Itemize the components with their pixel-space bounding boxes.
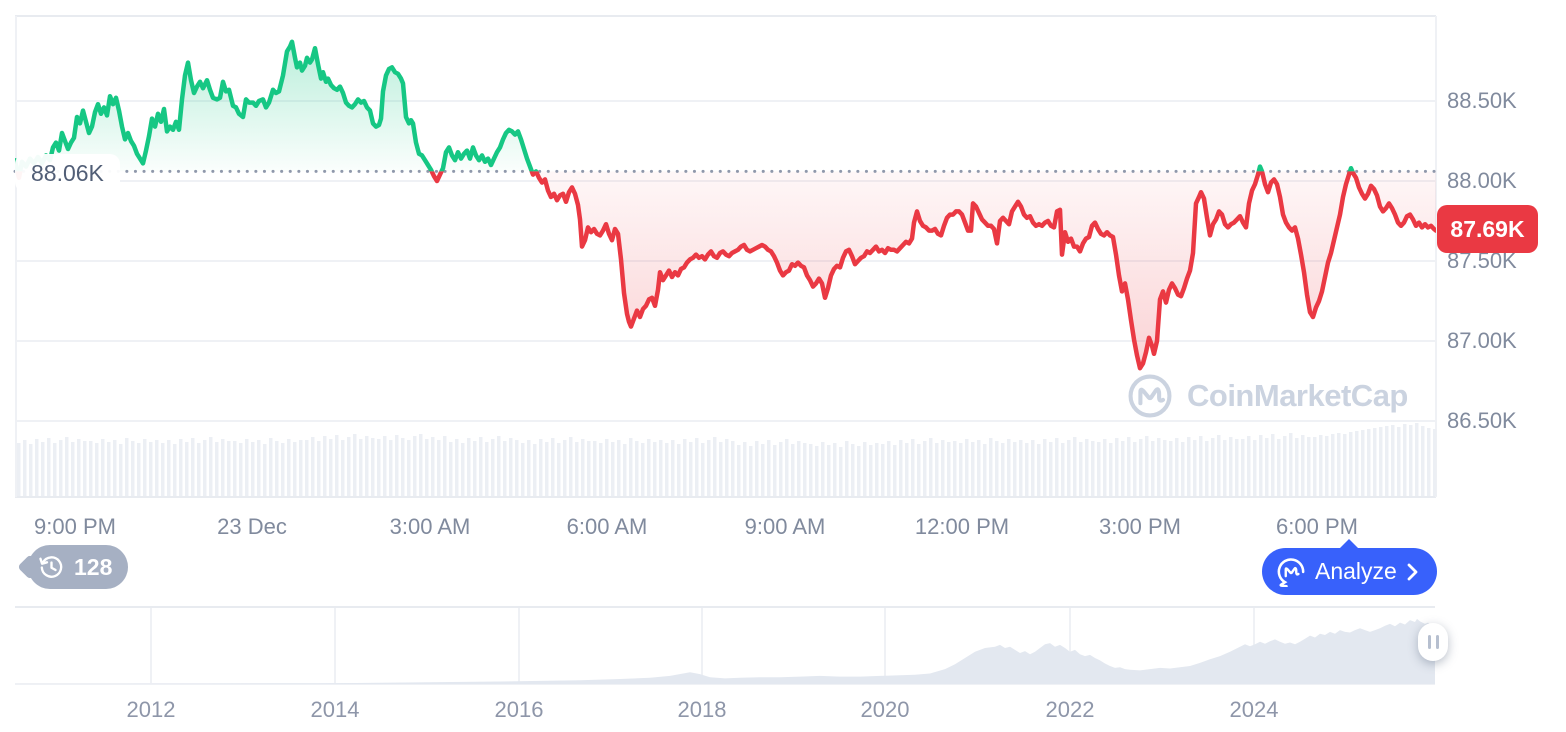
x-axis-tick: 12:00 PM [914, 514, 1010, 539]
navigator-year-tick: 2022 [1045, 697, 1095, 722]
chevron-right-icon [1407, 563, 1418, 580]
history-count-badge[interactable]: 128 [28, 545, 129, 589]
navigator-year-tick: 2014 [310, 697, 360, 722]
y-axis-tick: 86.50K [1447, 408, 1517, 433]
navigator-year-tick: 2024 [1229, 697, 1279, 722]
analyze-callout: Analyze [1262, 539, 1437, 595]
y-axis-tick: 87.00K [1447, 328, 1517, 353]
x-axis-tick: 3:00 AM [389, 514, 471, 539]
area-fill-above [15, 41, 1353, 172]
price-line-below-baseline [15, 171, 1436, 371]
analyze-button[interactable]: Analyze [1262, 548, 1437, 595]
navigator [15, 606, 1435, 685]
main-gridlines [15, 15, 1437, 498]
navigator-year-tick: 2016 [494, 697, 544, 722]
x-axis-tick: 6:00 AM [566, 514, 648, 539]
x-axis-tick: 3:00 PM [1099, 514, 1181, 539]
y-axis-tick: 88.00K [1447, 168, 1517, 193]
navigator-year-tick: 2012 [126, 697, 176, 722]
navigator-area-series [20, 618, 1435, 684]
navigator-year-tick: 2018 [677, 697, 727, 722]
history-count: 128 [74, 553, 113, 580]
price-line-above-baseline [15, 39, 1355, 172]
navigator-drag-handle[interactable] [1418, 623, 1448, 661]
analyze-label: Analyze [1315, 558, 1397, 584]
x-axis-tick: 9:00 AM [744, 514, 826, 539]
y-axis-tick: 88.50K [1447, 88, 1517, 113]
x-axis-tick: 6:00 PM [1276, 514, 1358, 539]
coinmarketcap-logo-icon [1128, 374, 1172, 418]
watermark-text: CoinMarketCap [1187, 378, 1408, 413]
watermark: CoinMarketCap [1126, 372, 1408, 420]
callout-pointer [1339, 539, 1359, 549]
navigator-year-tick: 2020 [860, 697, 910, 722]
coinmarketcap-logo-icon [1277, 557, 1305, 587]
current-price-badge: 87.69K [1437, 205, 1538, 253]
volume-bars [17, 423, 1437, 496]
x-axis-tick: 23 Dec [217, 514, 287, 539]
area-fill-below [15, 171, 1436, 369]
history-clock-icon [39, 555, 63, 578]
baseline-price-label: 88.06K [15, 154, 120, 192]
x-axis-tick: 9:00 PM [34, 514, 116, 539]
